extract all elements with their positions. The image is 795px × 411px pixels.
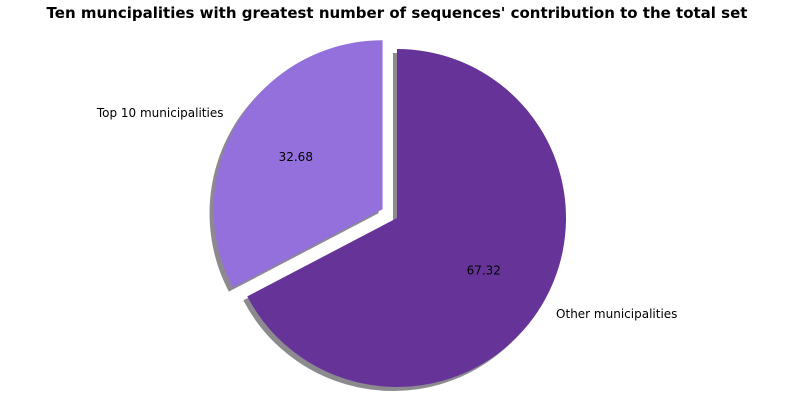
pie-slice-top-10-municipalities: [213, 40, 383, 288]
slice-value-label-other-municipalities: 67.32: [467, 263, 501, 277]
pie-slice-other-municipalities: [247, 49, 567, 387]
slice-label-top-10-municipalities: Top 10 municipalities: [96, 106, 224, 120]
chart-title: Ten muncipalities with greatest number o…: [47, 4, 748, 22]
pie-labels: Top 10 municipalities 32.68 Other municipa…: [96, 106, 678, 321]
slice-value-label-top-10-municipalities: 32.68: [279, 150, 313, 164]
pie-slices: [213, 40, 567, 387]
slice-label-other-municipalities: Other municipalities: [556, 307, 677, 321]
